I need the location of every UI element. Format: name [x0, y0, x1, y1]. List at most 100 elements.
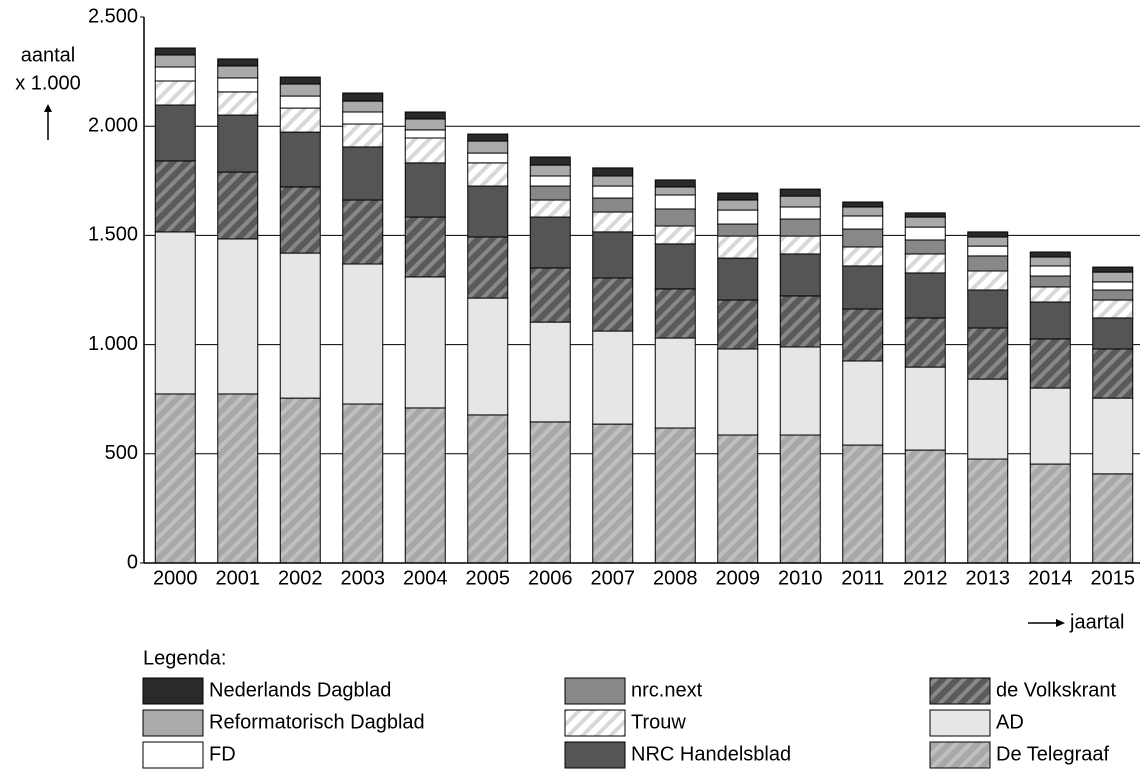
legend-swatch — [929, 741, 991, 769]
bar-segment — [904, 449, 946, 564]
bar-segment — [717, 434, 759, 564]
bar-segment — [529, 175, 571, 187]
bar-segment — [342, 92, 384, 102]
bar-segment — [592, 167, 634, 177]
bar-segment — [842, 360, 884, 446]
bar-segment — [1029, 251, 1071, 258]
bar-segment — [404, 111, 446, 120]
bar-segment — [654, 243, 696, 290]
bar-segment — [717, 192, 759, 201]
bar-segment — [342, 123, 384, 148]
x-arrow-head — [1056, 619, 1065, 627]
bar-segment — [154, 47, 196, 56]
bar-segment — [279, 186, 321, 254]
bar-segment — [967, 255, 1009, 272]
x-tick-label: 2004 — [403, 567, 448, 589]
bar-segment — [279, 95, 321, 109]
bar-segment — [1092, 289, 1134, 301]
x-tick-label: 2006 — [528, 567, 573, 589]
y-tick-label: 2.500 — [88, 5, 138, 27]
bar-segment — [842, 215, 884, 230]
bar-segment — [467, 133, 509, 142]
y-arrow-head — [44, 104, 52, 112]
bar-segment — [904, 216, 946, 228]
bar-segment — [1029, 301, 1071, 340]
bar-segment — [842, 228, 884, 248]
bar-segment — [779, 346, 821, 436]
legend-swatch — [142, 709, 204, 737]
bar-segment — [654, 194, 696, 210]
bar-segment — [779, 206, 821, 220]
legend-label: Nederlands Dagblad — [209, 679, 391, 701]
bar-segment — [1092, 473, 1134, 564]
bar-segment — [967, 231, 1009, 238]
bar-segment — [467, 162, 509, 187]
bar-segment — [717, 235, 759, 259]
bar-segment — [217, 91, 259, 116]
bar-segment — [717, 199, 759, 211]
bar-segment — [529, 199, 571, 218]
bar-segment — [842, 201, 884, 208]
bar-segment — [529, 421, 571, 564]
bar-segment — [717, 223, 759, 237]
bar-segment — [904, 253, 946, 274]
bar-segment — [1029, 387, 1071, 465]
bar-segment — [654, 427, 696, 564]
bar-segment — [217, 65, 259, 79]
legend-swatch — [564, 741, 626, 769]
bar-segment — [654, 337, 696, 429]
bar-segment — [404, 276, 446, 409]
bar-segment — [1029, 265, 1071, 277]
bar-segment — [154, 80, 196, 106]
bar-segment — [529, 267, 571, 323]
bar-segment — [1092, 266, 1134, 273]
legend-swatch — [564, 677, 626, 705]
legend-swatch — [142, 741, 204, 769]
bar-segment — [967, 289, 1009, 329]
bar-segment — [654, 225, 696, 245]
bar-segment — [217, 58, 259, 67]
y-tick-label: 1.000 — [88, 333, 138, 355]
bar-segment — [529, 321, 571, 423]
x-axis-label: jaartal — [1069, 611, 1124, 633]
bar-segment — [404, 407, 446, 564]
bar-segment — [592, 211, 634, 233]
bar-segment — [404, 118, 446, 131]
bar-segment — [279, 83, 321, 97]
legend-label: FD — [209, 743, 236, 765]
y-tick-label: 500 — [105, 442, 138, 464]
bar-segment — [154, 231, 196, 395]
bar-segment — [467, 152, 509, 164]
x-tick-label: 2013 — [966, 567, 1011, 589]
x-tick-label: 2005 — [466, 567, 511, 589]
y-tick-label: 1.500 — [88, 224, 138, 246]
bar-segment — [279, 107, 321, 133]
bar-segment — [654, 186, 696, 196]
bar-segment — [654, 208, 696, 227]
x-tick-label: 2009 — [716, 567, 761, 589]
bar-segment — [467, 414, 509, 564]
bar-segment — [1029, 275, 1071, 288]
legend-label: de Volkskrant — [996, 679, 1117, 701]
bar-segment — [654, 179, 696, 188]
x-tick-label: 2014 — [1028, 567, 1073, 589]
bar-segment — [717, 257, 759, 301]
y-tick-label: 0 — [127, 551, 138, 573]
x-tick-label: 2012 — [903, 567, 948, 589]
bar-segment — [529, 164, 571, 177]
bar-segment — [404, 162, 446, 218]
bar-segment — [217, 238, 259, 395]
bar-segment — [967, 270, 1009, 291]
bar-segment — [842, 444, 884, 564]
bar-segment — [779, 434, 821, 564]
bar-segment — [904, 212, 946, 218]
bar-segment — [279, 252, 321, 399]
legend-label: Trouw — [631, 711, 686, 733]
bar-segment — [779, 218, 821, 237]
bar-segment — [592, 175, 634, 187]
legend-label: Reformatorisch Dagblad — [209, 711, 425, 733]
bar-segment — [404, 137, 446, 164]
bar-segment — [467, 297, 509, 416]
bar-segment — [904, 366, 946, 451]
